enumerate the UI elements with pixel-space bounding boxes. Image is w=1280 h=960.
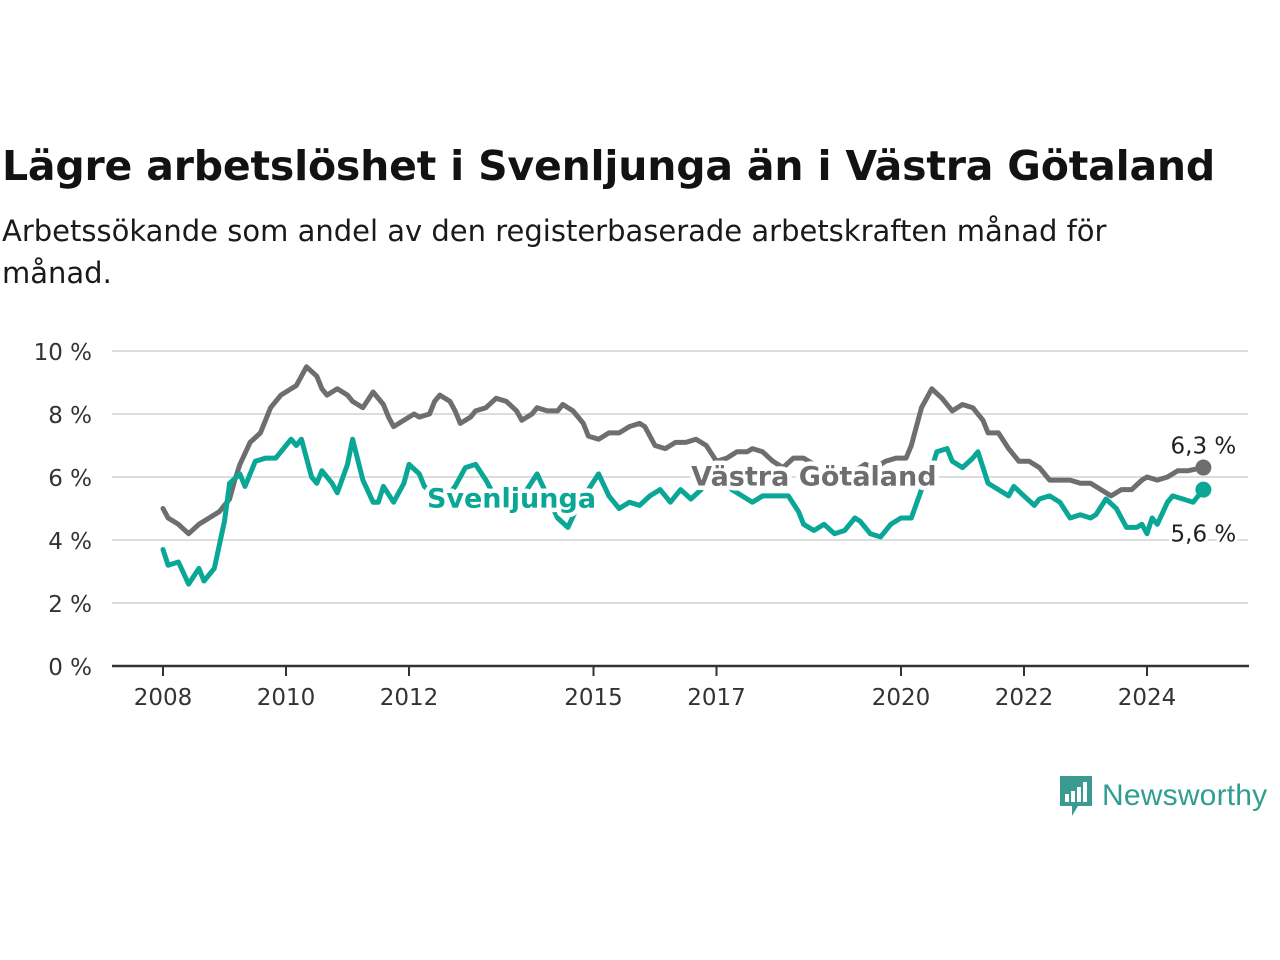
- series-line-1: [160, 436, 1206, 587]
- x-tick-label: 2020: [872, 685, 931, 711]
- series-end-label: 6,3 %: [1171, 434, 1237, 460]
- series-labels: 6,3 % 5,6 % Svenljunga Västra Götaland: [422, 431, 1239, 551]
- series-end-point: [1195, 481, 1212, 498]
- chart-title: Lägre arbetslöshet i Svenljunga än i Väs…: [2, 142, 1216, 190]
- series-annotation-label: Svenljunga: [427, 483, 596, 514]
- y-tick-label: 0 %: [48, 655, 92, 681]
- x-tick-label: 2017: [687, 685, 746, 711]
- gridlines: [112, 350, 1248, 604]
- y-tick-label: 8 %: [48, 403, 92, 429]
- y-tick-label: 2 %: [48, 592, 92, 618]
- x-tick-label: 2015: [564, 685, 623, 711]
- line-chart: 0 % 2 % 4 % 6 % 8 % 10 % 2008 2010 2012 2015 2017…: [34, 340, 1249, 711]
- x-tick-label: 2010: [257, 685, 316, 711]
- x-tick-label: 2024: [1118, 685, 1177, 711]
- y-axis-tick-labels: 0 % 2 % 4 % 6 % 8 % 10 %: [34, 340, 92, 681]
- series-line-0: [160, 364, 1206, 537]
- series-end-point: [1195, 459, 1212, 476]
- chart-subtitle: Arbetssökande som andel av den registerb…: [2, 214, 1107, 290]
- series-lines: [160, 364, 1212, 587]
- x-axis: 2008 2010 2012 2015 2017 2020 2022 2024: [112, 664, 1249, 711]
- x-tick-label: 2008: [134, 685, 193, 711]
- series-annotation-label: Västra Götaland: [691, 461, 936, 492]
- y-tick-label: 10 %: [34, 340, 92, 366]
- newsworthy-bar-chart-icon: [1060, 776, 1092, 816]
- x-tick-label: 2022: [995, 685, 1054, 711]
- brand-name: Newsworthy: [1102, 779, 1268, 812]
- y-tick-label: 6 %: [48, 466, 92, 492]
- x-tick-label: 2012: [380, 685, 439, 711]
- newsworthy-logo: Newsworthy: [1058, 773, 1267, 819]
- series-end-label: 5,6 %: [1171, 522, 1237, 548]
- y-tick-label: 4 %: [48, 529, 92, 555]
